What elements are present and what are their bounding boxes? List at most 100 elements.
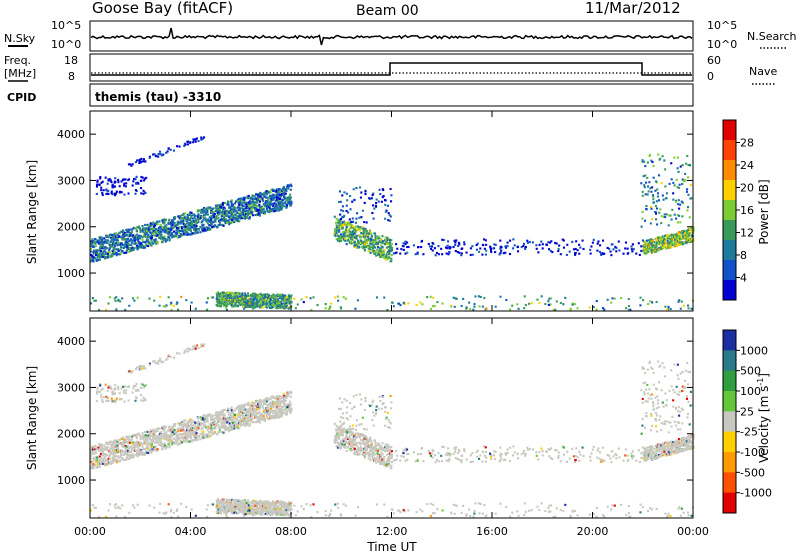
power-cell xyxy=(375,202,378,205)
velocity-cell xyxy=(116,440,119,443)
power-cell xyxy=(668,234,671,237)
power-cell xyxy=(241,298,244,301)
power-cell xyxy=(136,242,139,245)
power-cell xyxy=(677,203,680,206)
power-cell xyxy=(287,187,290,190)
power-cell xyxy=(660,182,663,185)
power-cell xyxy=(113,251,116,254)
power-cell xyxy=(362,235,365,238)
power-cell xyxy=(657,243,660,246)
power-cell xyxy=(280,204,283,207)
velocity-cell xyxy=(145,451,149,454)
velocity-cell xyxy=(221,422,224,425)
power-cell xyxy=(148,297,151,300)
power-cell xyxy=(452,296,455,299)
velocity-cell xyxy=(218,412,221,416)
velocity-cell xyxy=(173,432,176,435)
power-cell xyxy=(110,237,113,240)
power-cell xyxy=(414,253,417,256)
power-cell xyxy=(245,304,248,307)
power-cell xyxy=(145,231,149,234)
power-cell xyxy=(239,214,242,217)
power-cell xyxy=(95,192,98,196)
power-cell xyxy=(142,246,145,249)
power-cell xyxy=(279,195,282,198)
velocity-cell xyxy=(91,445,94,448)
power-cell xyxy=(650,159,653,162)
power-cell xyxy=(187,228,191,231)
power-cell xyxy=(675,243,678,246)
velocity-cell xyxy=(124,444,127,448)
velocity-cell xyxy=(201,417,204,420)
velocity-cell xyxy=(127,441,130,445)
velocity-cell xyxy=(135,440,138,443)
power-cell xyxy=(644,249,647,252)
velocity-cell xyxy=(145,438,149,441)
velocity-cell xyxy=(130,451,133,454)
power-cell xyxy=(238,292,241,295)
power-cell xyxy=(163,235,166,238)
velocity-cell xyxy=(147,433,150,436)
power-cell xyxy=(183,215,186,218)
power-cell xyxy=(101,180,104,183)
power-cell xyxy=(96,256,100,259)
power-cell xyxy=(354,307,357,310)
power-cell xyxy=(281,293,284,296)
power-cell xyxy=(388,253,391,256)
power-cell xyxy=(113,245,116,248)
power-cell xyxy=(240,296,243,299)
power-cell xyxy=(218,301,221,304)
power-cell xyxy=(230,297,233,300)
power-cell xyxy=(108,247,111,250)
power-cell xyxy=(221,208,225,211)
velocity-cell xyxy=(177,433,180,437)
velocity-cell xyxy=(115,461,118,464)
velocity-cell xyxy=(171,443,174,446)
power-cell xyxy=(235,219,238,222)
power-cell xyxy=(258,303,261,306)
velocity-cell xyxy=(173,428,176,432)
power-cell xyxy=(455,239,458,242)
power-cell xyxy=(248,204,251,207)
power-cell xyxy=(193,213,196,216)
power-cell xyxy=(247,209,250,212)
power-cell xyxy=(681,164,684,167)
power-cell xyxy=(165,151,168,154)
power-cell xyxy=(446,244,449,247)
power-cell xyxy=(187,227,190,230)
power-cell xyxy=(644,193,647,196)
velocity-cell xyxy=(184,430,187,433)
power-cell xyxy=(235,215,238,218)
velocity-cell xyxy=(225,428,228,431)
power-cell xyxy=(285,188,288,191)
power-cell xyxy=(273,202,276,205)
power-cell xyxy=(136,159,139,162)
power-cell xyxy=(263,212,267,215)
velocity-cell xyxy=(187,435,191,438)
velocity-cell xyxy=(203,424,206,427)
power-cell xyxy=(221,201,225,205)
power-cell xyxy=(360,241,363,244)
velocity-cell xyxy=(123,442,126,445)
power-cell xyxy=(135,244,138,247)
velocity-cell xyxy=(161,448,164,451)
power-cell xyxy=(276,196,279,199)
power-cell xyxy=(644,174,647,177)
power-cell xyxy=(100,236,103,239)
power-cell xyxy=(263,297,267,300)
power-cell xyxy=(283,307,286,310)
velocity-cell xyxy=(96,463,100,466)
power-cell xyxy=(130,249,133,252)
power-cell xyxy=(685,239,688,243)
power-cell xyxy=(429,295,432,298)
power-cell xyxy=(282,302,285,305)
power-cell xyxy=(643,252,646,255)
power-cell xyxy=(220,211,223,214)
power-cell xyxy=(123,193,126,196)
power-cell xyxy=(199,209,203,212)
power-cell xyxy=(160,228,163,231)
power-cell xyxy=(384,256,387,260)
power-colorbar-label: Power [dB] xyxy=(757,179,771,244)
power-cell xyxy=(125,234,128,237)
power-cell xyxy=(609,250,612,253)
